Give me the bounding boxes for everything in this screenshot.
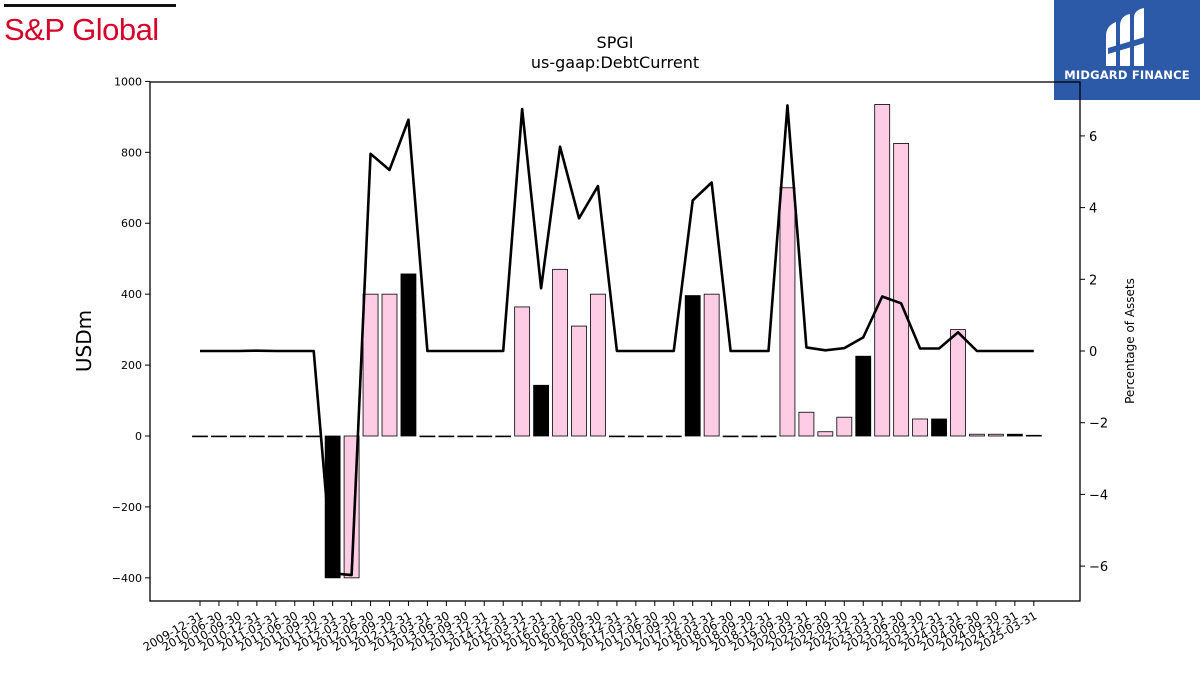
chart-title: SPGI [597, 33, 634, 52]
bar [552, 268, 568, 437]
logo-rule [4, 4, 176, 7]
y2-tick-label: −6 [1089, 560, 1108, 575]
y2-tick-label: −4 [1089, 488, 1108, 503]
bar [836, 416, 853, 437]
bar [571, 325, 587, 437]
y2-axis-label: Percentage of Assets [1123, 278, 1137, 404]
bar [400, 273, 417, 437]
y2-tick-label: 0 [1089, 345, 1097, 360]
sp-global-logo: S&P Global [4, 4, 178, 48]
chart-subtitle: us-gaap:DebtCurrent [531, 53, 699, 72]
bar [267, 435, 284, 438]
y2-tick-label: 6 [1089, 130, 1097, 145]
bar [627, 435, 644, 438]
bar [533, 384, 549, 437]
bar [514, 306, 531, 437]
y-axis-label: USDm [72, 310, 96, 372]
line-layer [200, 104, 1034, 577]
y-tick-label: −200 [112, 501, 142, 514]
bar [931, 418, 947, 437]
bar [817, 431, 834, 437]
bar [684, 295, 701, 437]
bar [893, 143, 910, 437]
bar [457, 435, 474, 438]
bar [362, 293, 379, 437]
bar [305, 435, 322, 438]
y-tick-label: −400 [112, 572, 142, 585]
y2-tick-label: 2 [1089, 273, 1097, 288]
bar [988, 433, 1004, 437]
bar [229, 435, 246, 438]
bar [760, 435, 777, 438]
bar [248, 435, 265, 438]
y-tick-label: 0 [135, 430, 142, 443]
bar [646, 435, 663, 438]
bars-layer [192, 104, 1042, 579]
y2-tick-label: 4 [1089, 202, 1097, 217]
bar [476, 435, 493, 438]
bar [609, 435, 625, 438]
axes-layer: −400−20002004006008001000−6−4−202462009-… [112, 75, 1108, 654]
bar [438, 435, 455, 438]
bar [855, 355, 872, 437]
bar [969, 433, 985, 437]
bar [211, 435, 227, 438]
bar [722, 435, 739, 438]
bar [741, 435, 758, 438]
bar [1025, 434, 1042, 437]
bar [495, 435, 512, 438]
bar [286, 435, 303, 438]
y-tick-label: 600 [121, 217, 142, 230]
y-tick-label: 200 [121, 359, 142, 372]
bar [665, 435, 682, 438]
bar [1006, 433, 1023, 437]
sp-global-logo-text: S&P Global [4, 12, 159, 47]
percentage-line [200, 104, 1034, 577]
bar [381, 293, 398, 437]
bar [192, 435, 208, 438]
y-tick-label: 1000 [114, 75, 142, 88]
midgard-finance-logo: MIDGARD FINANCE [1054, 0, 1200, 100]
plot-frame [149, 81, 1081, 602]
bar [703, 293, 720, 437]
bar [590, 293, 606, 437]
y-tick-label: 800 [121, 146, 142, 159]
bar [779, 187, 796, 437]
bar [874, 104, 891, 437]
y2-tick-label: −2 [1089, 417, 1108, 432]
midgard-finance-logo-text: MIDGARD FINANCE [1064, 68, 1190, 82]
midgard-emblem-icon [1106, 8, 1148, 66]
bar [419, 435, 436, 438]
bar [798, 411, 815, 437]
bar [950, 329, 966, 437]
bar [912, 418, 928, 437]
y-tick-label: 400 [121, 288, 142, 301]
